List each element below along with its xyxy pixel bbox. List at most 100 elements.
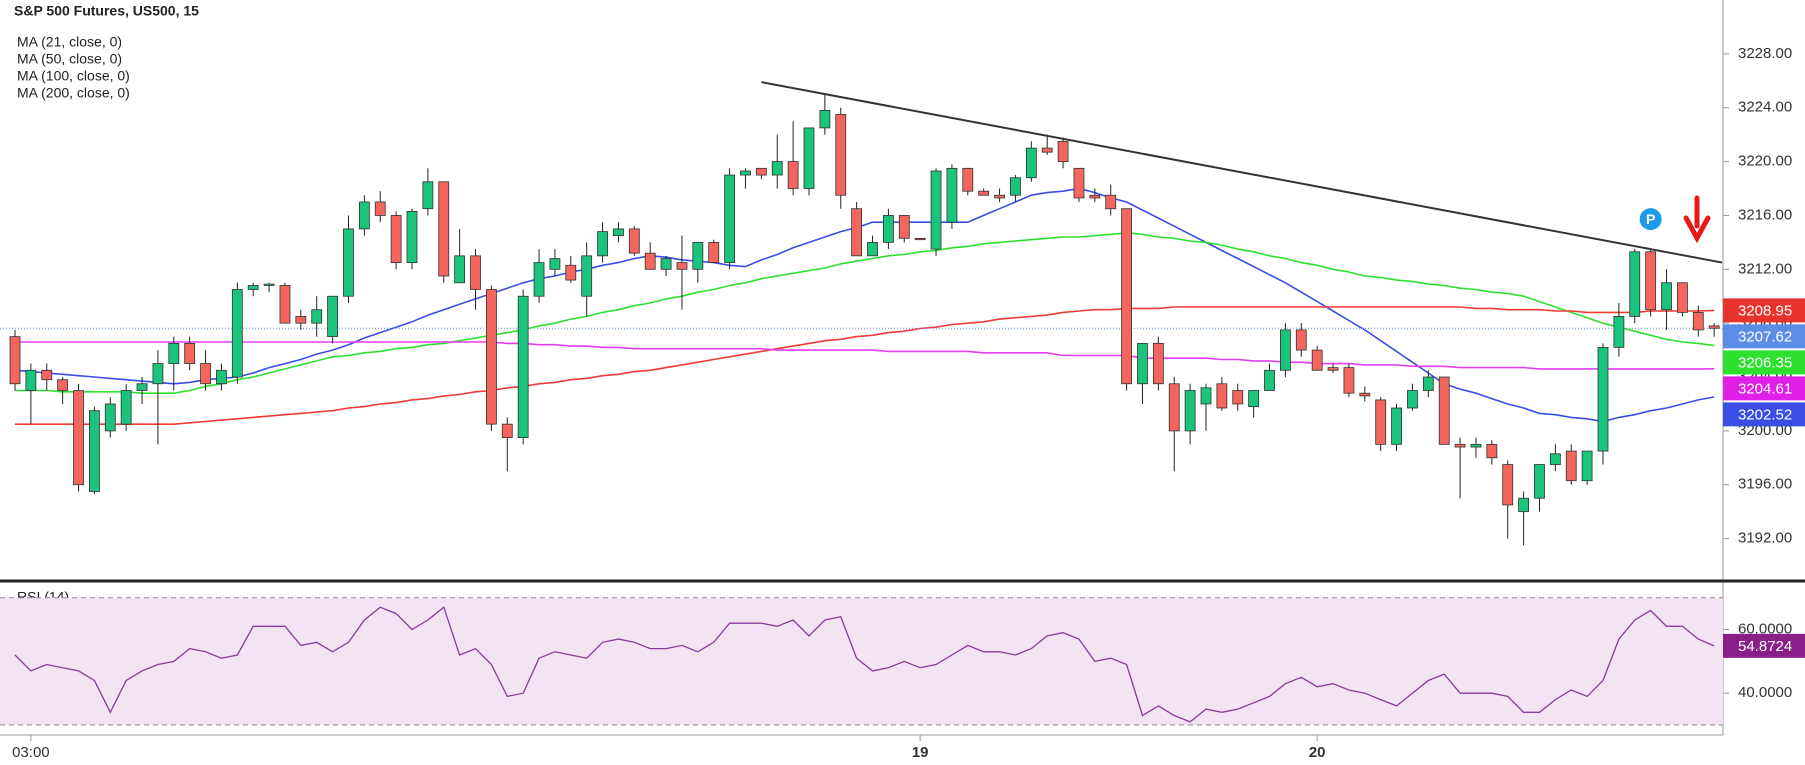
legend-entry: MA (200, close, 0) (17, 85, 130, 101)
candle-body (25, 369, 37, 391)
candle-body (1327, 367, 1339, 371)
candle-body (946, 167, 958, 223)
candle-body (787, 161, 799, 189)
candle-body (1708, 325, 1720, 329)
price-badge-label: 3202.52 (1738, 406, 1792, 423)
candle-body (978, 190, 990, 196)
candle-body (485, 289, 497, 425)
candle-body (1391, 407, 1402, 445)
y-tick-label: 3216.00 (1738, 206, 1792, 223)
candle-body (168, 342, 180, 364)
candle-body (1518, 497, 1529, 513)
candle-body (724, 174, 735, 263)
candle-body (406, 211, 418, 263)
candle-body (1184, 390, 1196, 432)
candle-body (438, 181, 450, 277)
candle-body (57, 379, 69, 391)
candle-body (1041, 147, 1053, 153)
candle-body (867, 241, 878, 257)
candle-body (549, 258, 561, 270)
candle-body (247, 285, 259, 290)
candle-body (597, 231, 608, 257)
y-tick-label: 3224.00 (1738, 99, 1792, 116)
x-tick-label: 03:00 (12, 744, 50, 761)
candle-body (1200, 387, 1212, 405)
y-tick-label: 40.0000 (1738, 684, 1792, 701)
candle-body (152, 363, 164, 385)
marker-label: P (1646, 211, 1655, 227)
candle-body (851, 208, 863, 257)
price-badge (1723, 350, 1805, 375)
candle-body (1057, 140, 1069, 162)
candle-body (533, 262, 545, 297)
candle-body (358, 201, 370, 230)
candle-body (295, 316, 307, 324)
price-badge-label: 3204.61 (1738, 380, 1792, 397)
trendline (761, 81, 1723, 264)
candle-body (327, 295, 339, 338)
price-badge-label: 3208.95 (1738, 302, 1792, 319)
candle-body (136, 383, 148, 391)
candle-body (1105, 194, 1117, 210)
legend-entry: MA (21, close, 0) (17, 34, 122, 50)
candle-body (1025, 147, 1037, 179)
candle-body (883, 215, 894, 243)
rsi-line (14, 606, 1715, 723)
candle-body (1168, 383, 1180, 432)
candle-body (819, 110, 831, 129)
rsi-badge-label: 54.8724 (1738, 638, 1792, 655)
candle-body (89, 410, 100, 492)
candle-body (390, 215, 402, 263)
ma-line (15, 306, 1715, 425)
candle-body (1311, 349, 1323, 371)
candle-body (660, 258, 672, 270)
candle-body (41, 369, 53, 381)
candle-body (1486, 443, 1498, 459)
candle-body (644, 252, 656, 270)
price-badge-label: 3206.35 (1738, 354, 1792, 371)
candle-body (581, 255, 593, 297)
down-arrow (1683, 195, 1711, 244)
candle-body (1359, 392, 1371, 397)
candle-body (1248, 390, 1260, 408)
candle-body (1152, 342, 1164, 385)
price-badge (1723, 376, 1805, 401)
x-tick-label: 19 (912, 744, 929, 761)
y-tick-label: 3192.00 (1738, 530, 1792, 547)
x-tick-label: 20 (1309, 744, 1326, 761)
y-tick-label: 3228.00 (1738, 45, 1792, 62)
candle-body (1280, 329, 1291, 371)
candle-body (374, 201, 386, 216)
candle-body (1438, 376, 1450, 445)
candle-body (771, 161, 783, 176)
price-badge (1723, 324, 1805, 349)
candle-body (628, 228, 640, 254)
candle-body (104, 403, 116, 432)
price-badge (1723, 298, 1805, 323)
candle-body (517, 295, 529, 439)
candle-body (1232, 390, 1244, 405)
candle-body (9, 336, 21, 385)
candle-body (200, 363, 211, 385)
candle-body (454, 255, 466, 284)
candle-body (311, 309, 323, 324)
chart-title: S&P 500 Futures, US500, 15 (14, 3, 199, 19)
candle-body (1454, 443, 1466, 448)
candle-body (1534, 464, 1545, 499)
y-tick-label: 3212.00 (1738, 260, 1792, 277)
candle-body (1137, 342, 1148, 385)
rsi-badge (1723, 633, 1805, 658)
candle-body (676, 262, 688, 270)
candle-body (914, 237, 926, 241)
candle-body (1661, 282, 1672, 311)
candle-body (1407, 390, 1418, 409)
candle-body (73, 390, 84, 486)
price-badge-label: 3207.62 (1738, 328, 1792, 345)
candle-body (1677, 282, 1688, 313)
candle-body (184, 342, 196, 364)
y-tick-label: 60.0000 (1738, 620, 1792, 637)
candle-body (501, 423, 513, 439)
candle-body (565, 264, 577, 281)
